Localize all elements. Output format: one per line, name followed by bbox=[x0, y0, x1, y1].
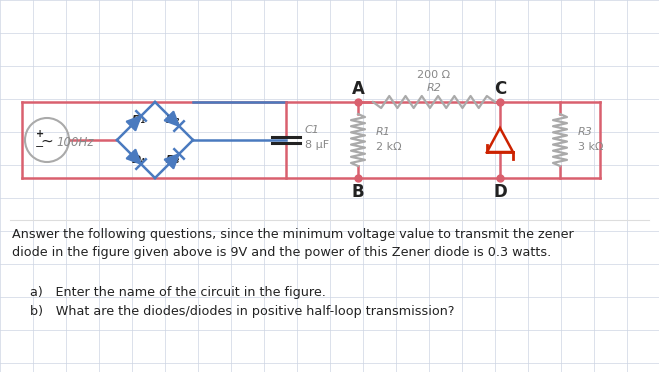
Text: C: C bbox=[494, 80, 506, 98]
Polygon shape bbox=[164, 154, 179, 169]
Text: D₁: D₁ bbox=[132, 115, 146, 125]
Text: R2: R2 bbox=[426, 83, 442, 93]
Polygon shape bbox=[127, 149, 141, 164]
Text: 3 kΩ: 3 kΩ bbox=[578, 142, 604, 152]
Text: ~: ~ bbox=[41, 134, 53, 148]
Text: 2 kΩ: 2 kΩ bbox=[376, 142, 401, 152]
Text: 200 Ω: 200 Ω bbox=[417, 70, 451, 80]
Text: Answer the following questions, since the minimum voltage value to transmit the : Answer the following questions, since th… bbox=[12, 228, 574, 259]
Text: C1: C1 bbox=[305, 125, 320, 135]
Polygon shape bbox=[164, 111, 179, 126]
Text: R3: R3 bbox=[578, 127, 593, 137]
Text: a) Enter the name of the circuit in the figure.: a) Enter the name of the circuit in the … bbox=[30, 286, 326, 299]
Text: A: A bbox=[351, 80, 364, 98]
Text: D: D bbox=[493, 183, 507, 201]
Text: −: − bbox=[36, 142, 45, 152]
Text: b) What are the diodes/diodes in positive half-loop transmission?: b) What are the diodes/diodes in positiv… bbox=[30, 305, 455, 318]
Text: R1: R1 bbox=[376, 127, 391, 137]
Polygon shape bbox=[127, 116, 141, 131]
Text: 8 μF: 8 μF bbox=[305, 140, 329, 150]
Text: B: B bbox=[352, 183, 364, 201]
Text: D₂: D₂ bbox=[166, 115, 180, 125]
Text: D₄: D₄ bbox=[132, 155, 146, 165]
Text: 100Hz: 100Hz bbox=[56, 135, 94, 148]
Text: +: + bbox=[36, 129, 44, 139]
Text: D₃: D₃ bbox=[166, 155, 180, 165]
